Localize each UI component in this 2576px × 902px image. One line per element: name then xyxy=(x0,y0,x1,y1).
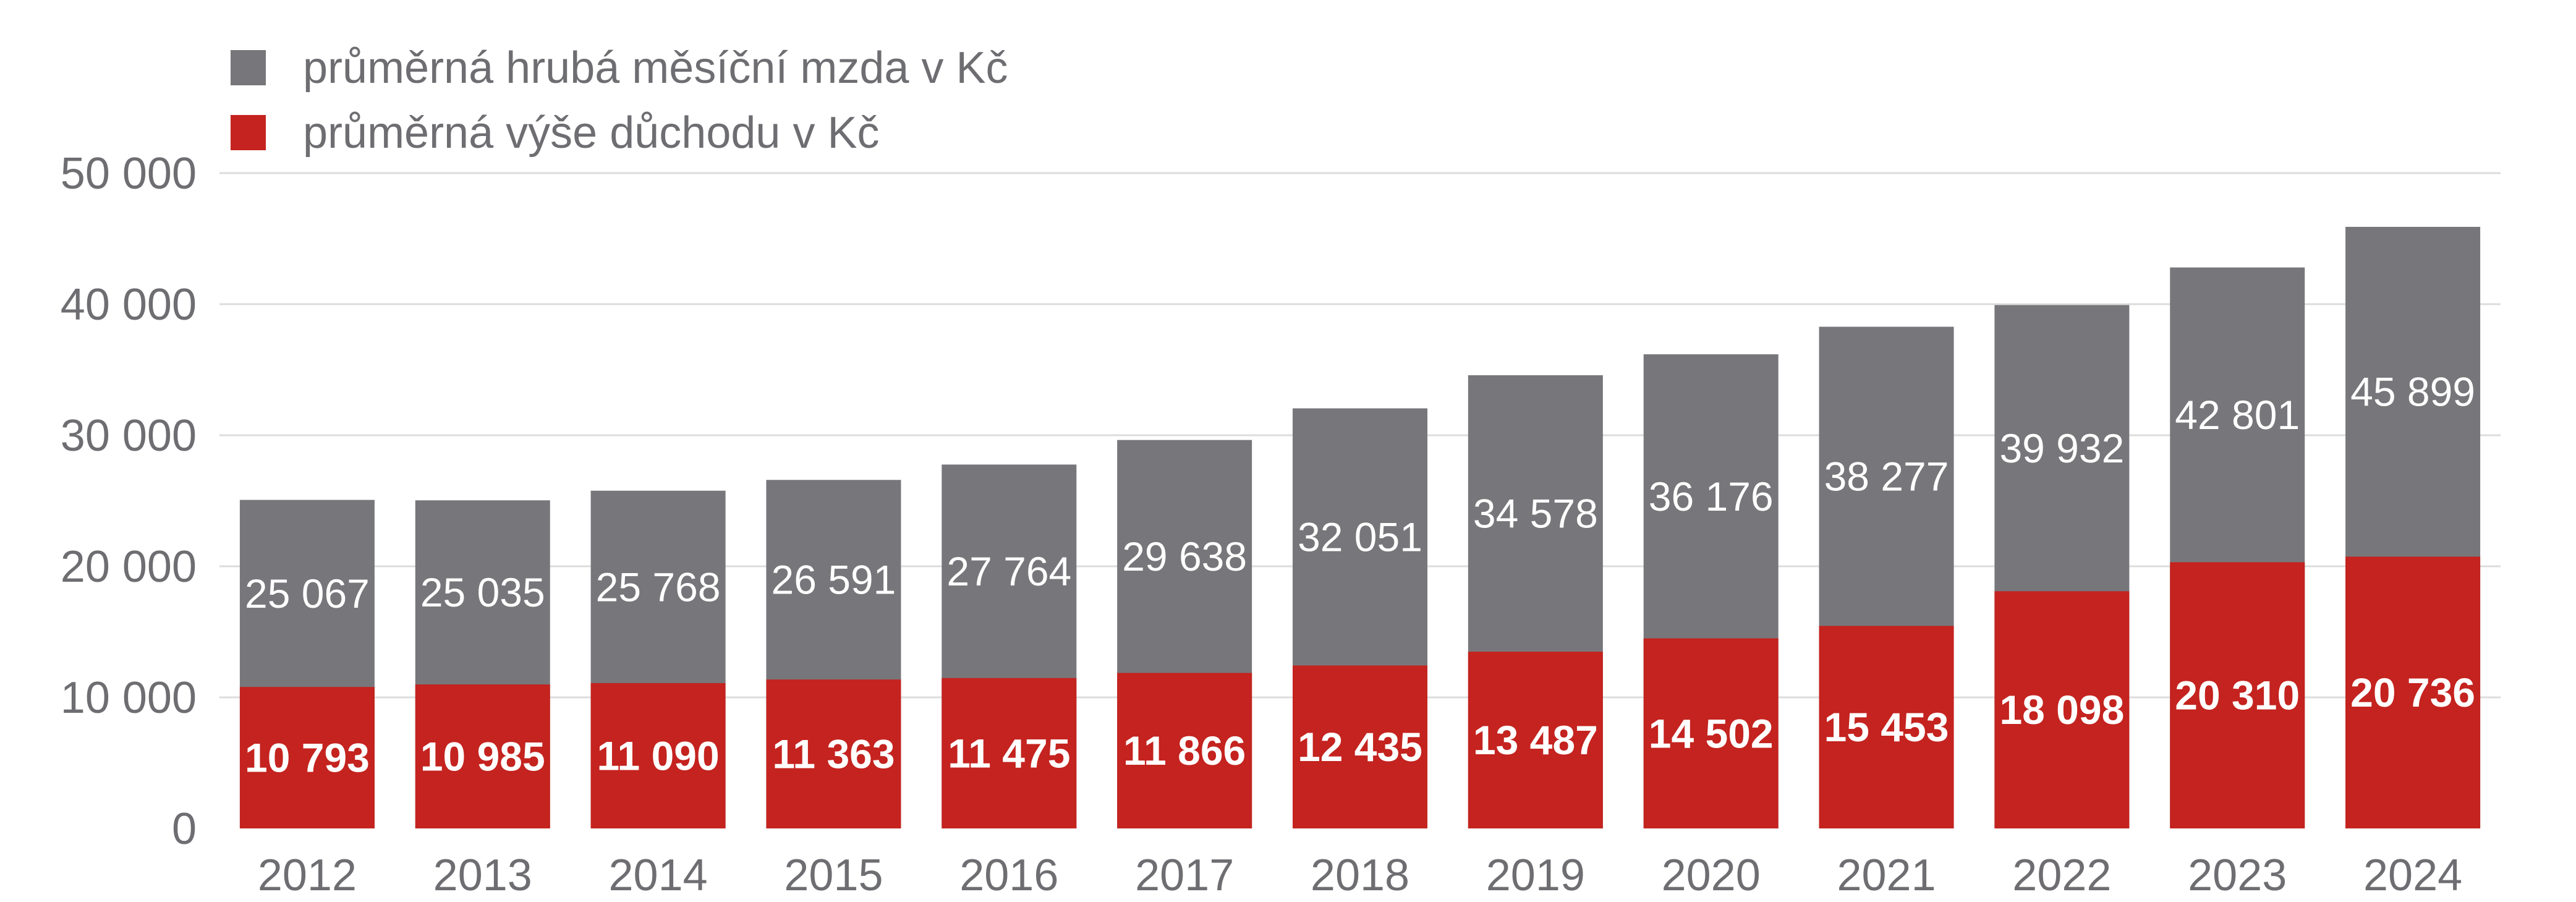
x-tick-label: 2017 xyxy=(1135,851,1234,900)
bar-pension xyxy=(1117,673,1252,828)
x-tick-label: 2015 xyxy=(784,851,883,900)
x-tick-label: 2016 xyxy=(959,851,1058,900)
data-label-wage: 32 051 xyxy=(1298,514,1422,559)
data-label-wage: 45 899 xyxy=(2350,369,2475,415)
data-label-pension: 11 866 xyxy=(1123,728,1246,773)
bar-pension xyxy=(2345,556,2481,828)
bar-pension xyxy=(1994,591,2130,828)
legend-label-wage: průměrná hrubá měsíční mzda v Kč xyxy=(303,43,1008,93)
x-tick-label: 2012 xyxy=(258,851,357,900)
data-label-wage: 25 768 xyxy=(596,564,721,610)
data-label-wage: 34 578 xyxy=(1473,491,1598,537)
data-label-wage: 27 764 xyxy=(946,548,1071,594)
legend: průměrná hrubá měsíční mzda v Kč průměrn… xyxy=(231,43,1008,158)
x-tick-label: 2014 xyxy=(609,851,708,900)
bar-pension xyxy=(766,679,901,828)
data-label-wage: 42 801 xyxy=(2175,392,2300,438)
bar-pension xyxy=(1468,652,1603,828)
data-label-pension: 10 793 xyxy=(245,735,370,781)
data-label-wage: 26 591 xyxy=(772,557,896,603)
x-tick-label: 2018 xyxy=(1311,851,1409,900)
data-label-pension: 15 453 xyxy=(1824,704,1949,750)
x-tick-label: 2021 xyxy=(1837,851,1936,900)
bar-pension xyxy=(942,678,1077,828)
x-tick-label: 2013 xyxy=(433,851,532,900)
x-tick-label: 2022 xyxy=(2012,851,2111,900)
data-label-wage: 38 277 xyxy=(1824,453,1949,499)
data-label-pension: 20 310 xyxy=(2175,673,2300,718)
y-tick-label: 30 000 xyxy=(61,411,197,461)
x-tick-label: 2019 xyxy=(1486,851,1585,900)
y-tick-label: 20 000 xyxy=(61,542,197,592)
data-label-pension: 18 098 xyxy=(1999,687,2124,733)
data-label-pension: 11 363 xyxy=(772,731,895,777)
data-label-pension: 11 475 xyxy=(948,730,1070,776)
bars: 25 067 10 793 25 035 10 985 25 768 11 090 26 5… xyxy=(239,226,2481,829)
data-label-pension: 12 435 xyxy=(1298,724,1422,770)
y-tick-label: 10 000 xyxy=(61,673,197,723)
x-tick-label: 2024 xyxy=(2363,851,2462,900)
y-tick-label: 0 xyxy=(172,804,197,854)
data-label-pension: 13 487 xyxy=(1473,717,1598,763)
x-axis: 2012 2013 2014 2015 2016 2017 2018 2019 2020 2021… xyxy=(258,851,2462,900)
bar-pension xyxy=(1643,638,1779,828)
data-label-wage: 29 638 xyxy=(1122,534,1247,579)
data-label-wage: 36 176 xyxy=(1649,474,1774,519)
data-label-pension: 14 502 xyxy=(1649,710,1774,756)
x-tick-label: 2020 xyxy=(1662,851,1761,900)
legend-swatch-pension xyxy=(231,115,266,150)
bar-pension xyxy=(239,687,375,828)
data-label-wage: 25 035 xyxy=(420,569,545,615)
legend-label-pension: průměrná výše důchodu v Kč xyxy=(303,108,879,158)
data-label-wage: 39 932 xyxy=(1999,425,2124,471)
data-label-pension: 11 090 xyxy=(597,733,719,778)
y-tick-label: 40 000 xyxy=(61,280,197,330)
y-axis: 0 10 000 20 000 30 000 40 000 50 000 xyxy=(61,149,197,854)
x-tick-label: 2023 xyxy=(2188,851,2287,900)
bar-pension xyxy=(2170,562,2305,828)
bar-pension xyxy=(590,683,726,828)
data-label-wage: 25 067 xyxy=(245,571,370,616)
bar-pension xyxy=(1819,626,1954,828)
y-tick-label: 50 000 xyxy=(61,149,197,198)
data-label-pension: 10 985 xyxy=(420,734,545,780)
bar-pension xyxy=(415,684,550,828)
data-label-pension: 20 736 xyxy=(2350,670,2475,715)
legend-swatch-wage xyxy=(231,50,266,85)
bar-pension xyxy=(1293,665,1427,828)
